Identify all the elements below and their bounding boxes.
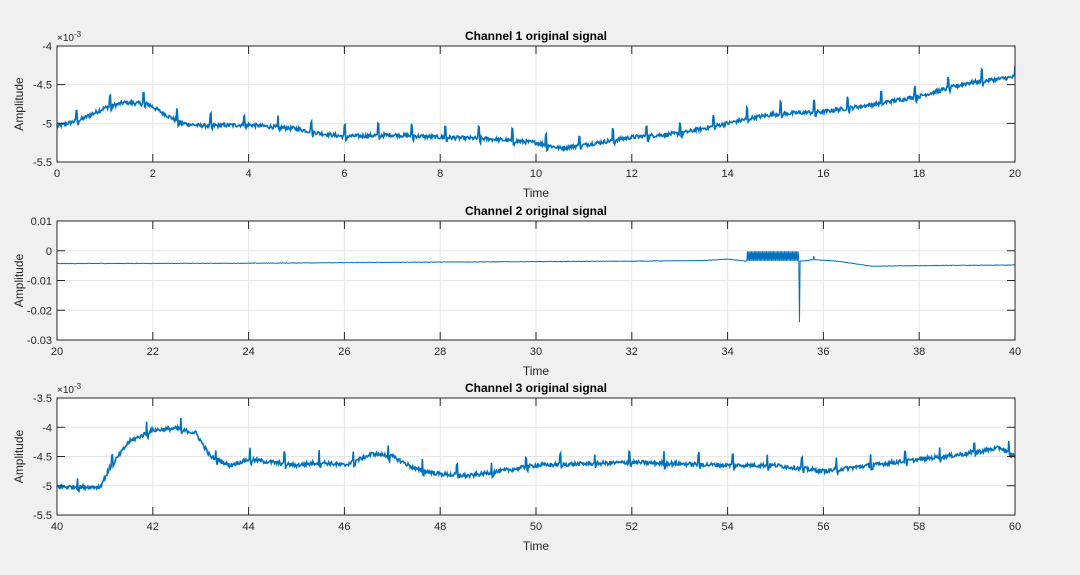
chart-title: Channel 1 original signal <box>465 29 607 43</box>
y-tick-label: -0.03 <box>27 335 52 347</box>
y-exponent-label: ×10-3 <box>57 382 82 396</box>
x-tick-label: 2 <box>150 168 156 180</box>
x-tick-label: 16 <box>817 168 829 180</box>
y-axis-label: Amplitude <box>12 254 26 308</box>
x-axis-label: Time <box>523 186 550 200</box>
x-tick-label: 0 <box>54 168 60 180</box>
series-line <box>57 65 1015 153</box>
y-axis-label: Amplitude <box>12 77 26 131</box>
y-tick-label: -4.5 <box>33 80 52 92</box>
x-tick-label: 14 <box>721 168 733 180</box>
x-tick-label: 18 <box>913 168 925 180</box>
y-tick-label: 0.01 <box>31 216 52 228</box>
x-tick-label: 60 <box>1009 521 1021 533</box>
chart-2: 20 22 24 26 28 30 32 34 36 38 40 -0.03 -0.02 -0.01 0 0.… <box>12 204 1021 378</box>
x-tick-label: 48 <box>434 521 446 533</box>
x-tick-label: 10 <box>530 168 542 180</box>
x-tick-label: 22 <box>147 346 159 358</box>
x-tick-label: 44 <box>242 521 254 533</box>
y-tick-label: -5.5 <box>33 157 52 169</box>
chart-title: Channel 2 original signal <box>465 204 607 218</box>
chart-title: Channel 3 original signal <box>465 381 607 395</box>
x-tick-label: 20 <box>1009 168 1021 180</box>
series-line <box>57 417 1015 494</box>
x-axis-label: Time <box>523 539 550 553</box>
x-tick-label: 36 <box>817 346 829 358</box>
x-tick-label: 38 <box>913 346 925 358</box>
x-tick-label: 26 <box>338 346 350 358</box>
x-tick-label: 4 <box>246 168 252 180</box>
x-axis-label: Time <box>523 364 550 378</box>
y-axis-label: Amplitude <box>12 430 26 484</box>
y-tick-label: -4 <box>42 41 52 53</box>
y-exponent-label: ×10-3 <box>57 30 82 44</box>
y-exponent-power: -3 <box>74 382 82 391</box>
x-tick-label: 8 <box>437 168 443 180</box>
y-tick-label: -0.01 <box>27 276 52 288</box>
x-tick-label: 30 <box>530 346 542 358</box>
chart-3: 40 42 44 46 48 50 52 54 56 58 60 -5.5 -5 -4.5 -4 -3.5 ×1… <box>12 381 1021 553</box>
y-tick-label: 0 <box>46 246 52 258</box>
x-tick-label: 12 <box>626 168 638 180</box>
x-tick-label: 42 <box>147 521 159 533</box>
y-tick-label: -0.02 <box>27 305 52 317</box>
x-tick-label: 40 <box>1009 346 1021 358</box>
x-tick-label: 20 <box>51 346 63 358</box>
x-tick-label: 40 <box>51 521 63 533</box>
y-tick-label: -3.5 <box>33 393 52 405</box>
y-tick-label: -5 <box>42 118 52 130</box>
x-tick-label: 24 <box>242 346 254 358</box>
series-line <box>57 251 1015 323</box>
x-tick-label: 52 <box>626 521 638 533</box>
y-tick-label: -5.5 <box>33 510 52 522</box>
x-tick-label: 32 <box>626 346 638 358</box>
x-tick-label: 54 <box>721 521 733 533</box>
y-exponent-power: -3 <box>74 30 82 39</box>
chart-1: 0 2 4 6 8 10 12 14 16 18 20 -5.5 -5 -4.5 -4 ×10-3 Channe… <box>12 29 1021 200</box>
x-tick-label: 46 <box>338 521 350 533</box>
y-tick-label: -4.5 <box>33 452 52 464</box>
x-tick-label: 50 <box>530 521 542 533</box>
x-tick-label: 28 <box>434 346 446 358</box>
x-tick-label: 56 <box>817 521 829 533</box>
y-tick-label: -5 <box>42 481 52 493</box>
y-tick-label: -4 <box>42 422 52 434</box>
x-tick-label: 34 <box>721 346 733 358</box>
x-tick-label: 58 <box>913 521 925 533</box>
x-tick-label: 6 <box>341 168 347 180</box>
